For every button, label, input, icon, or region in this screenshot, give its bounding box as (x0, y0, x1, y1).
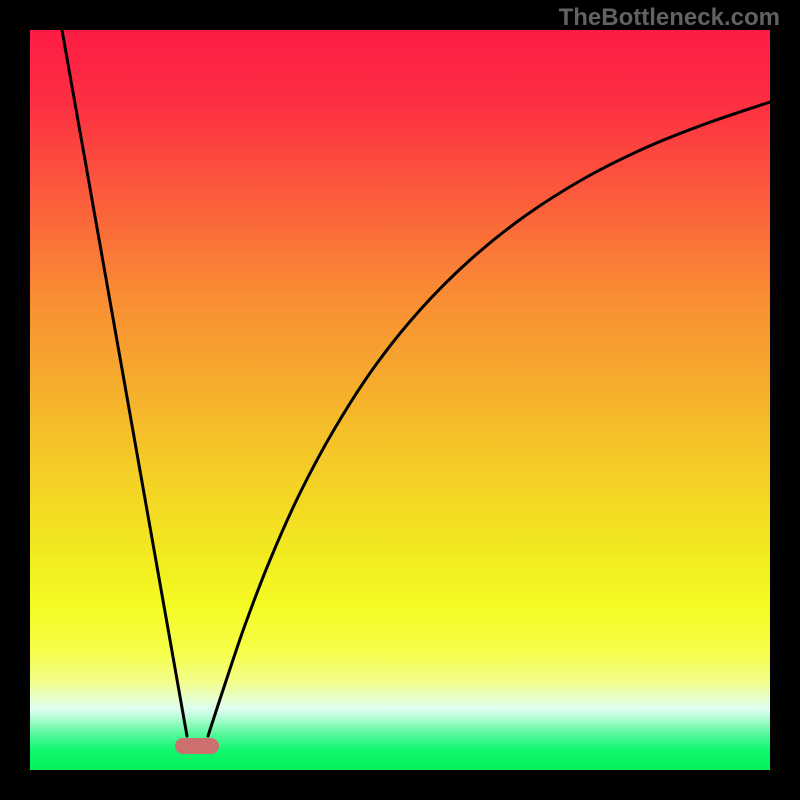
watermark-text: TheBottleneck.com (559, 4, 780, 32)
bottleneck-marker (175, 738, 219, 754)
bottleneck-chart (30, 30, 770, 770)
chart-frame: { "watermark": { "text": "TheBottleneck.… (0, 0, 800, 800)
